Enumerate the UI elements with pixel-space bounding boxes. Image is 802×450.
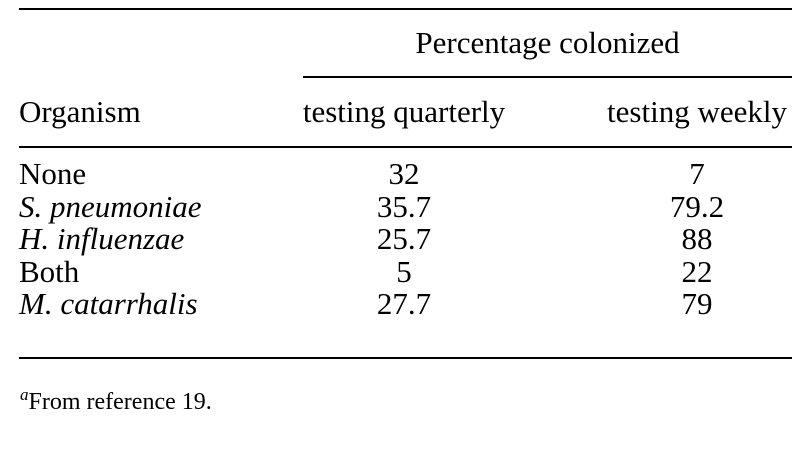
- weekly-value-cell: 22: [681, 253, 713, 289]
- colonization-table: Percentage colonized Organism testing qu…: [19, 8, 792, 359]
- table-row: S. pneumoniae 35.7 79.2: [19, 188, 792, 224]
- table-row: M. catarrhalis 27.7 79: [19, 286, 792, 321]
- organism-cell: H. influenzae: [19, 221, 185, 256]
- table-body: None 32 7 S. pneumoniae 35.7 79.2 H. inf…: [19, 148, 792, 359]
- table-row: None 32 7: [19, 156, 792, 191]
- quarterly-value-cell: 35.7: [376, 188, 432, 224]
- weekly-value-cell: 7: [689, 156, 705, 191]
- quarterly-value-cell: 25.7: [376, 221, 432, 256]
- spanner-cell: Percentage colonized: [303, 10, 792, 78]
- table-spanner-row: Percentage colonized: [19, 10, 792, 78]
- weekly-value-cell: 79: [681, 286, 713, 321]
- organism-cell: None: [19, 156, 87, 191]
- table-row: H. influenzae 25.7 88: [19, 221, 792, 256]
- column-header-testing-weekly: testing weekly: [607, 94, 787, 129]
- table-header-row: Organism testing quarterly testing weekl…: [19, 78, 792, 148]
- footnote-text: From reference 19.: [28, 389, 212, 415]
- quarterly-value-cell: 5: [396, 253, 412, 289]
- spanner-header-label: Percentage colonized: [415, 25, 680, 60]
- table-row: Both 5 22: [19, 253, 792, 289]
- footnote-marker: a: [20, 385, 29, 404]
- weekly-value-cell: 88: [681, 221, 713, 256]
- organism-cell: M. catarrhalis: [19, 286, 198, 321]
- weekly-value-cell: 79.2: [669, 188, 725, 224]
- column-header-testing-quarterly: testing quarterly: [302, 94, 506, 129]
- organism-cell: Both: [19, 253, 80, 289]
- column-header-organism: Organism: [19, 94, 141, 129]
- quarterly-value-cell: 27.7: [376, 286, 432, 321]
- organism-cell: S. pneumoniae: [19, 188, 202, 224]
- table-footnote: aFrom reference 19.: [20, 386, 212, 416]
- quarterly-value-cell: 32: [388, 156, 420, 191]
